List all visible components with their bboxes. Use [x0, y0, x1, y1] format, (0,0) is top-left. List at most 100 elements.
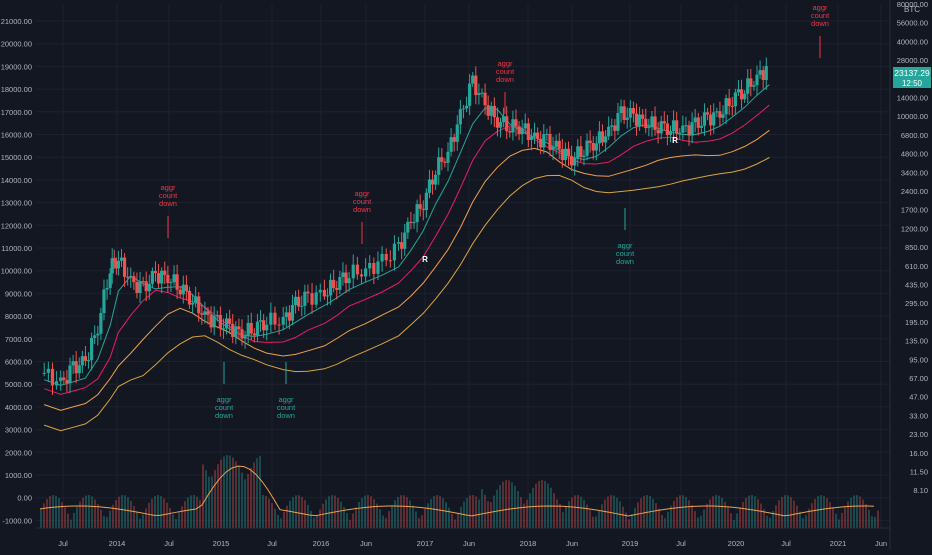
- volume-bar: [751, 495, 753, 528]
- volume-bar: [295, 495, 297, 528]
- volume-bar: [598, 509, 600, 528]
- candle-body: [671, 120, 676, 132]
- volume-bar: [520, 497, 522, 528]
- candle-body: [545, 133, 549, 135]
- volume-bar: [796, 505, 798, 528]
- candle-body: [215, 315, 219, 317]
- candle-body: [681, 125, 685, 133]
- volume-bar: [604, 499, 606, 528]
- candle-body: [684, 125, 688, 127]
- volume-bar: [415, 511, 417, 528]
- candle-body: [224, 318, 229, 329]
- candle-body: [539, 138, 543, 148]
- volume-bar: [715, 495, 717, 528]
- right-tick-label: 95.00: [909, 355, 928, 364]
- volume-bar: [316, 515, 318, 528]
- candle-body: [526, 123, 530, 140]
- volume-bar: [517, 491, 519, 528]
- candle-body: [306, 291, 310, 294]
- left-tick-label: 5000.00: [5, 380, 32, 389]
- volume-bar: [682, 495, 684, 528]
- volume-bar: [769, 517, 771, 528]
- volume-bar: [694, 510, 696, 528]
- volume-bar: [817, 496, 819, 528]
- volume-bar: [778, 500, 780, 528]
- annotation-line: count: [353, 197, 372, 206]
- candle-body: [406, 221, 410, 233]
- annotation-line: aggr: [216, 395, 232, 404]
- left-tick-label: 1000.00: [5, 471, 32, 480]
- candle-body: [77, 365, 81, 374]
- candle-body: [665, 123, 669, 136]
- volume-bar: [790, 497, 792, 528]
- volume-bar: [52, 495, 54, 528]
- r-marker: R: [422, 255, 428, 264]
- volume-bar: [703, 509, 705, 528]
- left-tick-label: 12000.00: [1, 221, 32, 230]
- volume-bar: [664, 518, 666, 528]
- candle-body: [634, 113, 639, 126]
- candle-body: [300, 305, 304, 307]
- candle-body: [166, 274, 170, 283]
- volume-bar: [250, 467, 252, 528]
- volume-bar: [85, 495, 87, 528]
- candle-body: [243, 336, 247, 339]
- candle-body: [255, 321, 260, 336]
- volume-bar: [391, 505, 393, 528]
- volume-bar: [331, 495, 333, 528]
- candle-body: [693, 117, 697, 123]
- x-tick-label: Jun: [566, 539, 578, 548]
- candle-body: [203, 311, 207, 315]
- volume-bar: [223, 456, 225, 528]
- volume-bar: [550, 487, 552, 528]
- candle-body: [68, 365, 72, 384]
- volume-ma-line: [39, 465, 875, 517]
- volume-bar: [556, 499, 558, 528]
- volume-bar: [634, 507, 636, 528]
- volume-bar: [673, 500, 675, 528]
- candle-body: [709, 114, 713, 126]
- volume-bar: [361, 498, 363, 528]
- candle-body: [181, 284, 185, 295]
- candle-body: [430, 179, 435, 185]
- x-tick-label: Jul: [164, 539, 174, 548]
- candle-body: [749, 78, 753, 87]
- candle-body: [705, 112, 710, 115]
- volume-bar: [61, 502, 63, 528]
- x-axis: Jul 2014 Jul 2015 Jul 2016 Jun 2017 Jun 2018 Jun 20…: [36, 527, 890, 548]
- volume-bar: [232, 457, 234, 528]
- volume-bar: [874, 517, 876, 528]
- candle-body: [376, 261, 380, 274]
- candle-body: [489, 105, 493, 116]
- volume-bar: [478, 499, 480, 528]
- volume-bar: [190, 495, 192, 528]
- volume-bar: [256, 458, 258, 528]
- right-tick-label: 67.00: [909, 374, 928, 383]
- annotation-line: aggr: [354, 189, 370, 198]
- volume-bar: [862, 499, 864, 528]
- volume-bar: [106, 517, 108, 528]
- volume-bar: [100, 509, 102, 528]
- candle-body: [690, 122, 694, 136]
- volume-bar: [340, 501, 342, 528]
- volume-bar: [724, 501, 726, 528]
- volume-bar: [97, 503, 99, 528]
- volume-bar: [829, 502, 831, 528]
- x-tick-label: 2019: [622, 539, 639, 548]
- candle-body: [668, 131, 673, 136]
- annotation-line: aggr: [278, 395, 294, 404]
- candle-body: [591, 142, 595, 151]
- volume-bar: [781, 496, 783, 528]
- time-badge-text: 12:50: [902, 79, 923, 88]
- left-tick-label: 11000.00: [1, 244, 32, 253]
- left-tick-label: 6000.00: [5, 358, 32, 367]
- volume-bar: [583, 499, 585, 528]
- volume-bar: [679, 495, 681, 528]
- volume-bar: [226, 455, 228, 528]
- left-tick-label: 19000.00: [1, 62, 32, 71]
- volume-bar: [706, 503, 708, 528]
- volume-bar: [115, 500, 117, 528]
- candle-body: [659, 121, 663, 134]
